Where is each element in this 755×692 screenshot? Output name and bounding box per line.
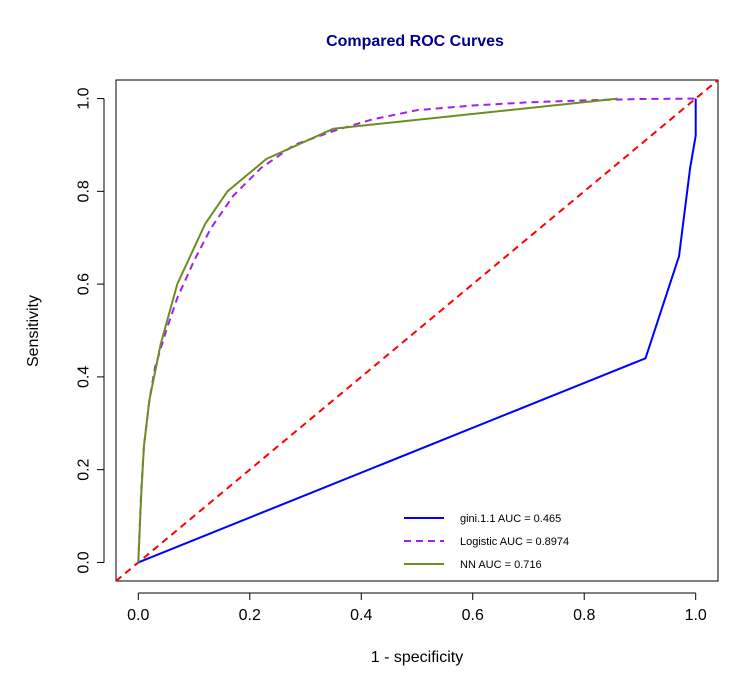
x-tick-label: 0.8 <box>573 607 595 624</box>
series-line-0 <box>137 98 697 564</box>
legend-label-1: Logistic AUC = 0.8974 <box>460 536 569 548</box>
y-tick-label: 0.2 <box>76 458 93 480</box>
y-tick-label: 0.6 <box>76 273 93 295</box>
reference-diagonal-line <box>116 80 718 581</box>
plot-frame <box>115 79 719 582</box>
legend: gini.1.1 AUC = 0.465 Logistic AUC = 0.897… <box>392 506 630 576</box>
x-axis-title: 1 - specificity <box>371 649 463 666</box>
y-axis-title: Sensitivity <box>25 295 42 367</box>
x-tick-label: 0.0 <box>127 607 149 624</box>
x-tick-label: 0.2 <box>239 607 261 624</box>
y-tick-label: 0.8 <box>76 180 93 202</box>
legend-label-0: gini.1.1 AUC = 0.465 <box>460 513 561 525</box>
y-tick-label: 0.4 <box>76 366 93 388</box>
y-tick-label: 1.0 <box>76 87 93 109</box>
x-tick-label: 0.4 <box>350 607 372 624</box>
x-tick-label: 1.0 <box>685 607 707 624</box>
axes: 0.0 0.2 0.4 0.6 0.8 1.0 0.0 0.2 0.4 0.6 0.8 1.0 <box>76 87 707 624</box>
y-tick-label: 0.0 <box>76 551 93 573</box>
series-line-2 <box>137 97 618 563</box>
plot-area <box>116 80 718 581</box>
x-tick-label: 0.6 <box>462 607 484 624</box>
chart-title: Compared ROC Curves <box>326 33 504 50</box>
legend-label-2: NN AUC = 0.716 <box>460 559 542 571</box>
